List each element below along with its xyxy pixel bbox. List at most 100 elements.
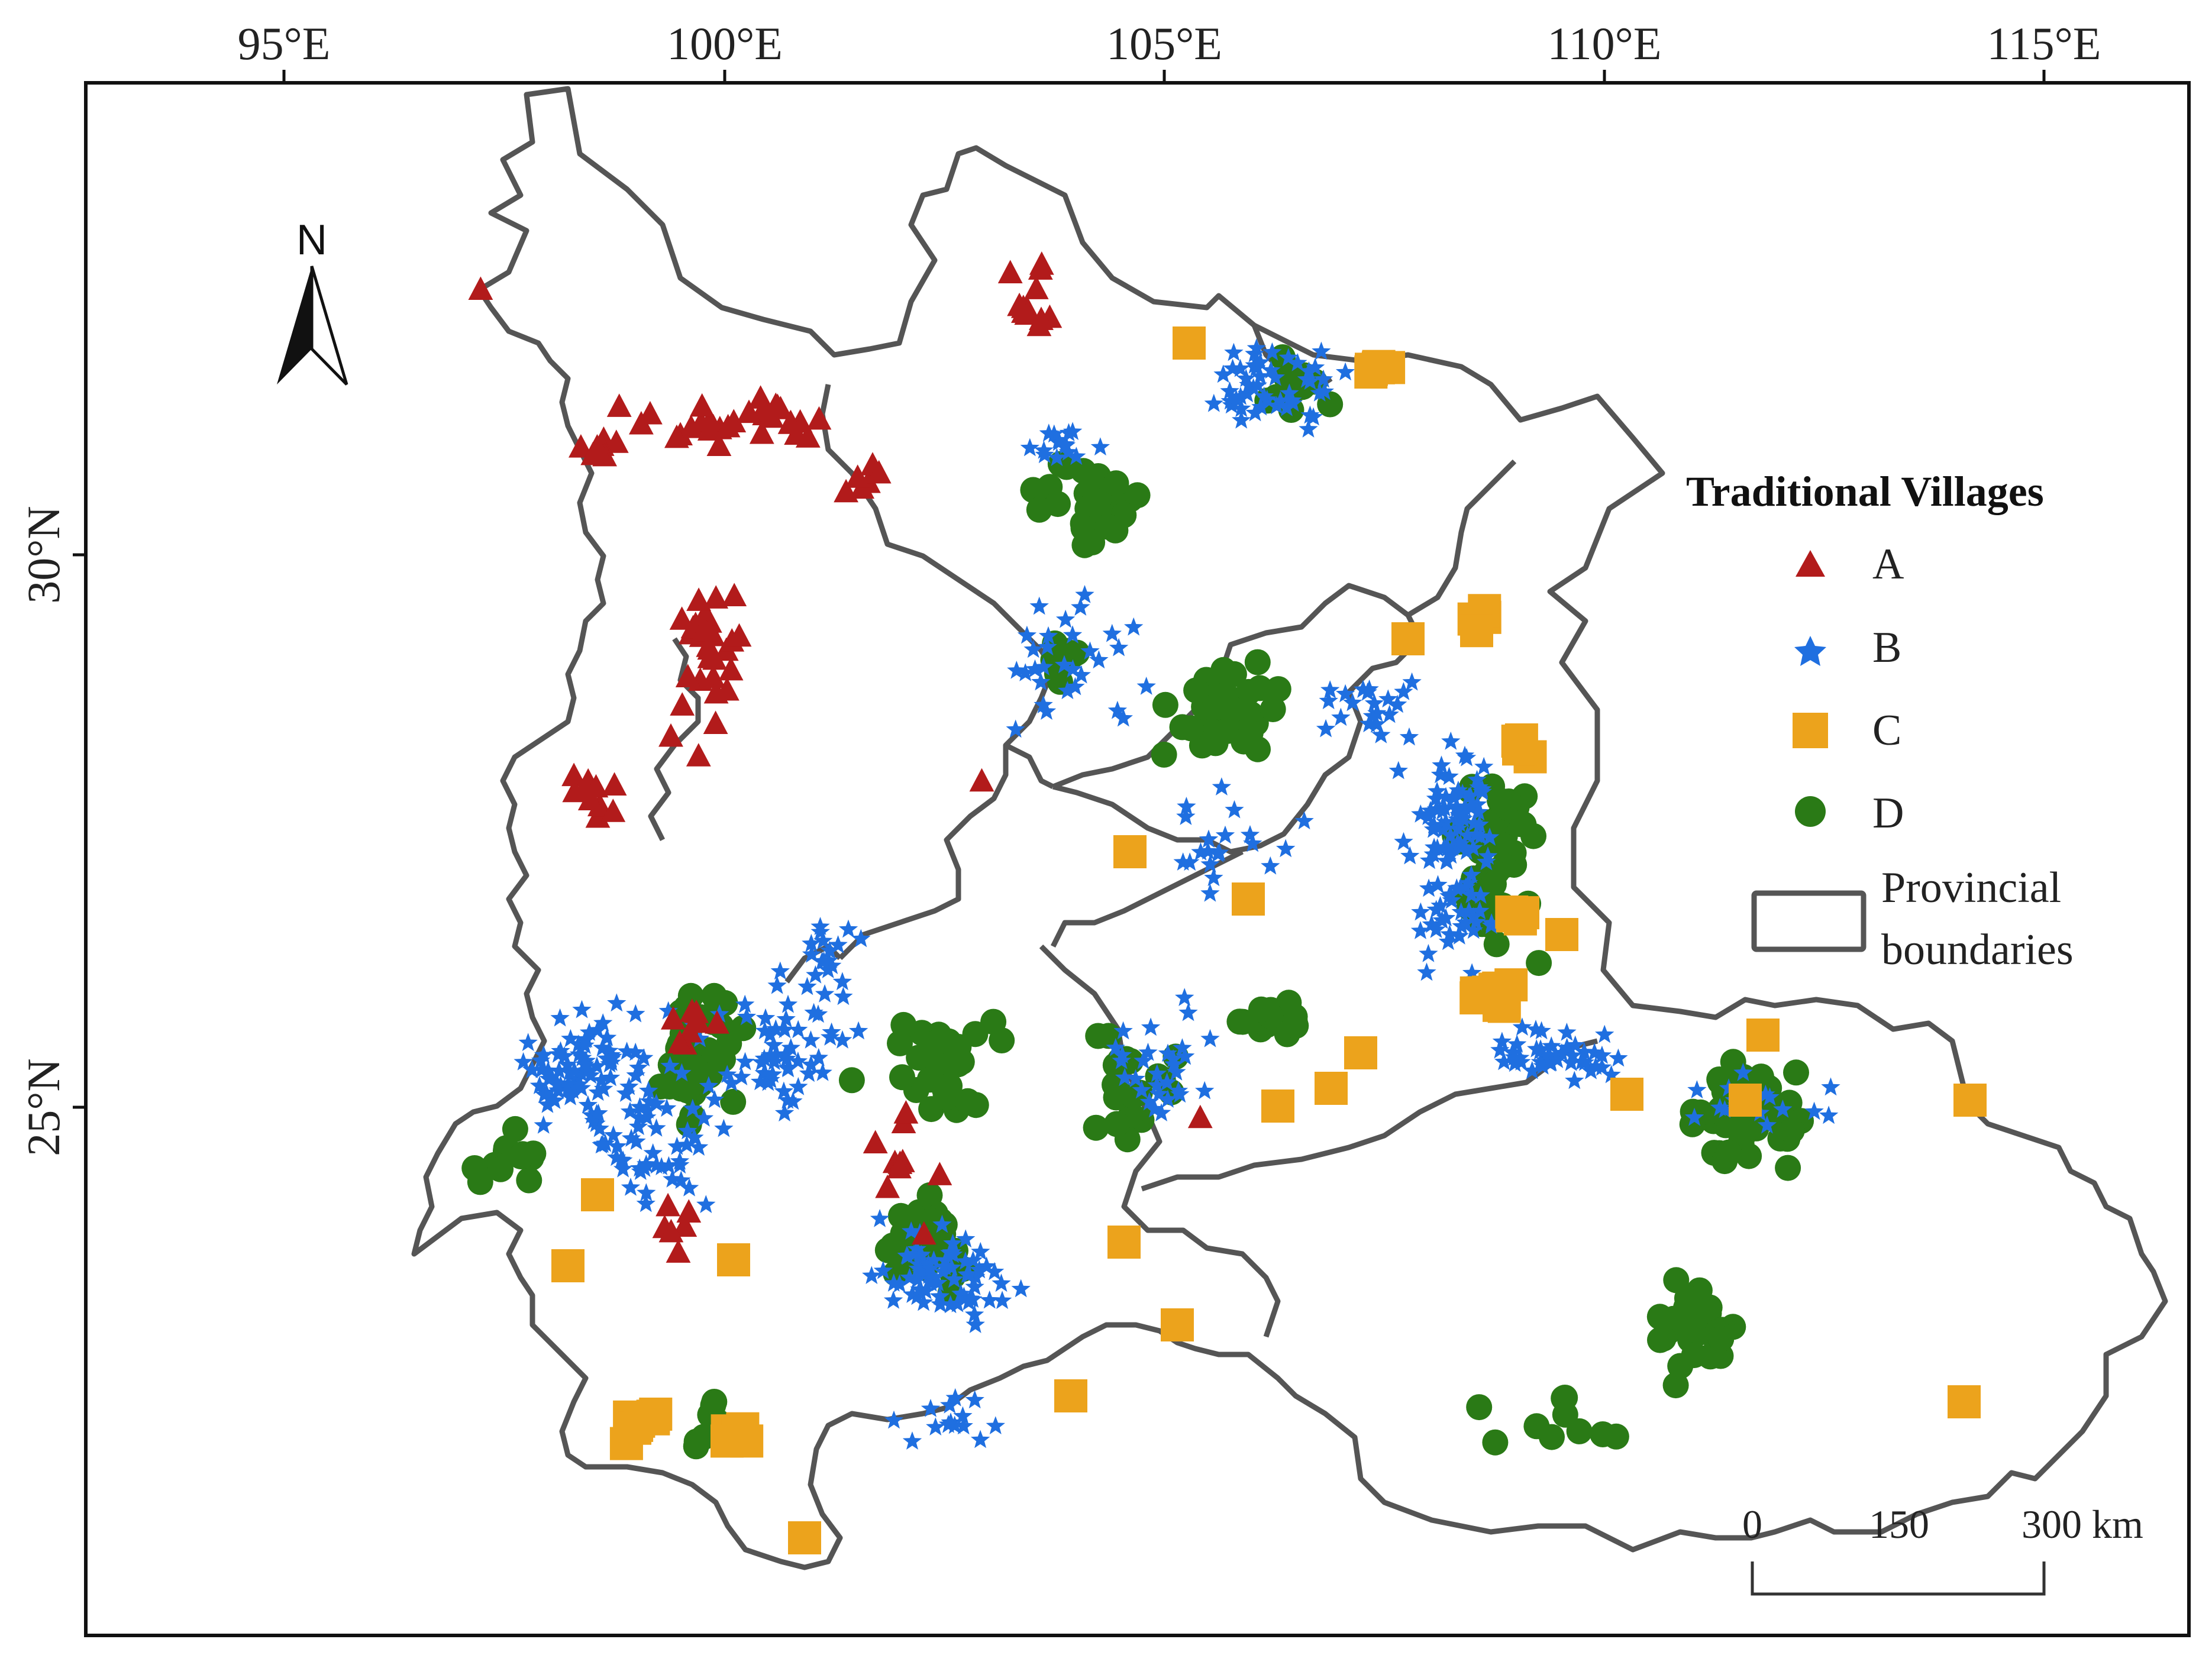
village-b-marker bbox=[755, 1008, 776, 1027]
village-b-marker bbox=[942, 1257, 961, 1276]
village-b-marker bbox=[1063, 625, 1083, 644]
lon-label-105: 105°E bbox=[1106, 18, 1222, 69]
village-b-marker bbox=[838, 919, 858, 938]
village-b-marker bbox=[1180, 852, 1200, 871]
village-b-marker bbox=[1561, 1053, 1581, 1071]
village-b-marker bbox=[851, 929, 871, 948]
village-a-marker bbox=[669, 606, 695, 630]
village-b-marker bbox=[1236, 368, 1256, 387]
village-b-marker bbox=[1467, 770, 1487, 788]
village-b-marker bbox=[1449, 926, 1469, 945]
village-b-marker bbox=[980, 1290, 999, 1309]
village-b-marker bbox=[534, 1045, 554, 1063]
village-b-marker bbox=[1090, 437, 1110, 456]
village-b-marker bbox=[884, 1410, 904, 1429]
village-b-marker bbox=[776, 1009, 796, 1028]
village-a-marker bbox=[1023, 276, 1049, 299]
village-b-marker bbox=[931, 1294, 950, 1313]
village-b-marker bbox=[547, 1074, 567, 1092]
scale-bar: 0 150 300 km bbox=[1742, 1502, 2143, 1596]
village-c-marker bbox=[717, 1243, 750, 1276]
village-b-marker bbox=[1440, 924, 1459, 943]
village-b-marker bbox=[1575, 1052, 1595, 1071]
legend: Traditional Villages A B C D Provincial … bbox=[1686, 468, 2074, 974]
village-b-marker bbox=[1387, 694, 1407, 713]
village-b-marker bbox=[667, 1136, 687, 1155]
village-b-marker bbox=[1191, 842, 1210, 861]
village-b-marker bbox=[1115, 1068, 1135, 1087]
village-a-marker bbox=[969, 768, 994, 792]
village-b-marker bbox=[1312, 341, 1331, 360]
village-b-marker bbox=[1170, 1084, 1190, 1103]
village-b-marker bbox=[1058, 442, 1078, 461]
village-b-marker bbox=[1343, 693, 1362, 712]
village-d-marker bbox=[916, 1066, 943, 1093]
village-b-marker bbox=[569, 1075, 589, 1093]
village-b-marker bbox=[943, 1233, 963, 1252]
village-a-marker bbox=[585, 434, 610, 458]
village-b-marker bbox=[1494, 1052, 1514, 1071]
village-a-marker bbox=[675, 664, 700, 687]
village-b-marker bbox=[814, 951, 834, 970]
village-b-marker bbox=[670, 1155, 690, 1174]
village-a-marker bbox=[468, 276, 493, 300]
village-d-marker bbox=[1103, 470, 1129, 497]
village-b-marker bbox=[1195, 1081, 1215, 1100]
village-a-marker bbox=[692, 602, 718, 626]
village-b-marker bbox=[551, 1041, 570, 1060]
village-a-marker bbox=[667, 1030, 692, 1053]
village-b-marker bbox=[1147, 1063, 1167, 1082]
village-b-marker bbox=[1585, 1043, 1604, 1061]
village-d-marker bbox=[1151, 741, 1177, 768]
village-b-marker bbox=[573, 1048, 592, 1066]
village-b-marker bbox=[1056, 435, 1076, 454]
village-c-marker bbox=[1610, 1078, 1643, 1111]
village-d-marker bbox=[720, 1088, 747, 1115]
village-b-marker bbox=[1055, 609, 1076, 628]
village-d-marker bbox=[1775, 1155, 1801, 1181]
village-a-marker bbox=[658, 1218, 684, 1243]
village-b-marker bbox=[801, 1030, 821, 1049]
village-b-marker bbox=[912, 1263, 931, 1282]
village-b-marker bbox=[1367, 714, 1387, 733]
village-b-marker bbox=[870, 1209, 890, 1227]
village-a-marker bbox=[737, 399, 761, 423]
village-b-marker bbox=[1109, 638, 1129, 657]
boundary-inner-1 bbox=[819, 384, 1056, 961]
village-d-marker bbox=[883, 1260, 909, 1286]
village-b-marker bbox=[1417, 962, 1436, 981]
village-b-marker bbox=[1176, 807, 1196, 825]
village-b-marker bbox=[722, 1073, 741, 1092]
village-b-marker bbox=[1075, 585, 1094, 603]
village-b-marker bbox=[788, 1051, 808, 1070]
lon-label-110: 110°E bbox=[1548, 18, 1662, 69]
village-b-marker bbox=[634, 1048, 654, 1066]
village-b-marker bbox=[1399, 727, 1419, 746]
village-a-marker bbox=[638, 400, 663, 425]
village-d-marker bbox=[1244, 649, 1271, 675]
village-b-marker bbox=[1305, 357, 1325, 376]
village-b-marker bbox=[714, 1118, 734, 1137]
village-b-marker bbox=[626, 1004, 645, 1023]
legend-label-boundary-1: Provincial bbox=[1881, 864, 2061, 912]
village-b-marker bbox=[1388, 761, 1408, 780]
village-b-marker bbox=[1071, 665, 1091, 684]
village-b-marker bbox=[1067, 447, 1086, 465]
village-c-marker bbox=[639, 1397, 673, 1431]
village-b-marker bbox=[963, 1289, 983, 1308]
village-b-marker bbox=[621, 1129, 641, 1147]
village-b-marker bbox=[1237, 384, 1257, 403]
village-b-marker bbox=[1300, 405, 1320, 424]
village-b-marker bbox=[1020, 438, 1039, 457]
village-b-marker bbox=[1316, 719, 1336, 738]
village-b-marker bbox=[1167, 1062, 1186, 1081]
village-a-marker bbox=[692, 616, 717, 639]
village-b-marker bbox=[883, 1291, 903, 1309]
village-b-marker bbox=[629, 1058, 648, 1076]
village-d-marker bbox=[1590, 1421, 1616, 1447]
village-b-marker bbox=[1220, 381, 1239, 400]
village-b-marker bbox=[1251, 353, 1270, 371]
village-b-marker bbox=[781, 1038, 800, 1056]
village-b-marker bbox=[1106, 1037, 1125, 1056]
village-b-marker bbox=[970, 1430, 990, 1449]
